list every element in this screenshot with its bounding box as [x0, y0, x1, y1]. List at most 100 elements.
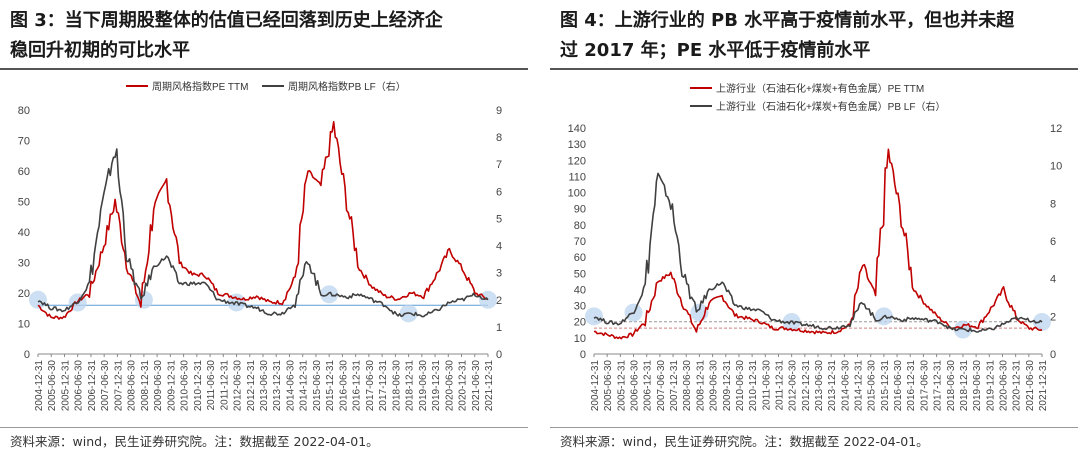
left-x-tick-label: 2013-12-31 [272, 360, 283, 412]
left-y-tick-label: 10 [18, 319, 30, 331]
right-y-tick-label: 50 [574, 268, 586, 280]
left-y-tick-label: 0 [24, 349, 30, 361]
right-x-tick-label: 2016-06-30 [893, 360, 904, 412]
left-y2-tick-label: 5 [496, 213, 502, 225]
right-x-tick-label: 2018-12-31 [959, 360, 970, 412]
right-x-tick-label: 2010-06-30 [735, 360, 746, 412]
left-x-tick-label: 2012-12-31 [246, 360, 257, 412]
left-y2-tick-label: 7 [496, 159, 502, 171]
right-y-tick-label: 60 [574, 252, 586, 264]
right-y-tick-label: 90 [574, 204, 586, 216]
right-y-tick-label: 110 [568, 171, 586, 183]
left-x-tick-label: 2008-12-31 [140, 360, 151, 412]
right-figure-panel: 图 4：上游行业的 PB 水平高于疫情前水平，但也并未超 过 2017 年；PE… [550, 0, 1080, 453]
left-x-tick-label: 2006-06-30 [74, 360, 85, 412]
right-bottom-divider [550, 427, 1078, 428]
right-x-tick-label: 2021-12-31 [1038, 360, 1049, 412]
right-x-tick-label: 2008-06-30 [682, 360, 693, 412]
left-y-tick-label: 40 [18, 227, 30, 239]
right-x-tick-label: 2004-12-31 [590, 360, 601, 412]
left-y2-tick-label: 3 [496, 268, 502, 280]
left-x-tick-label: 2019-12-31 [431, 360, 442, 412]
right-x-tick-label: 2005-06-30 [603, 360, 614, 412]
left-y2-tick-label: 0 [496, 349, 502, 361]
right-x-tick-label: 2020-12-31 [1012, 360, 1023, 412]
right-legend-label: 上游行业（石油石化+煤炭+有色金属）PB LF（右） [716, 100, 945, 113]
left-series-line-pe [37, 121, 489, 320]
right-x-tick-label: 2017-06-30 [919, 360, 930, 412]
left-x-tick-label: 2019-06-30 [418, 360, 429, 412]
right-chart: 0 10 20 30 40 50 60 70 80 90 100 110 120 130 140 0 2 4 6 8 1… [568, 82, 1063, 412]
left-x-tick-label: 2005-06-30 [47, 360, 58, 412]
left-x-tick-label: 2007-06-30 [100, 360, 111, 412]
right-y-tick-label: 40 [574, 284, 586, 296]
left-x-tick-label: 2010-12-31 [193, 360, 204, 412]
right-x-tick-label: 2019-12-31 [985, 360, 996, 412]
right-x-tick-label: 2017-12-31 [933, 360, 944, 412]
left-title-line1: 图 3：当下周期股整体的估值已经回落到历史上经济企 [10, 10, 443, 31]
left-y-tick-label: 20 [18, 288, 30, 300]
left-x-tick-label: 2014-06-30 [285, 360, 296, 412]
right-x-tick-label: 2013-12-31 [827, 360, 838, 412]
left-x-tick-label: 2009-12-31 [166, 360, 177, 412]
right-x-tick-label: 2009-12-31 [722, 360, 733, 412]
right-y2-tick-label: 8 [1050, 198, 1056, 210]
left-x-tick-label: 2008-06-30 [127, 360, 138, 412]
left-y-tick-label: 60 [18, 166, 30, 178]
left-y-tick-label: 50 [18, 197, 30, 209]
right-y-tick-label: 140 [568, 123, 586, 135]
left-x-tick-label: 2012-06-30 [233, 360, 244, 412]
right-x-tick-label: 2005-12-31 [616, 360, 627, 412]
right-x-tick-label: 2015-06-30 [867, 360, 878, 412]
right-x-tick-label: 2012-12-31 [801, 360, 812, 412]
right-figure-title: 图 4：上游行业的 PB 水平高于疫情前水平，但也并未超 过 2017 年；PE… [560, 6, 1075, 66]
left-legend-label: 周期风格指数PE TTM [152, 80, 248, 93]
right-x-tick-label: 2021-06-30 [1025, 360, 1036, 412]
left-x-tick-label: 2018-06-30 [391, 360, 402, 412]
right-y-tick-label: 0 [580, 349, 586, 361]
left-highlight-marker [320, 285, 339, 304]
right-y-tick-label: 120 [568, 155, 586, 167]
left-series-line-pb [37, 148, 489, 318]
left-x-tick-label: 2013-06-30 [259, 360, 270, 412]
left-x-tick-label: 2018-12-31 [405, 360, 416, 412]
right-x-tick-label: 2006-12-31 [643, 360, 654, 412]
right-title-divider [550, 68, 1078, 70]
left-y-tick-label: 30 [18, 258, 30, 270]
left-x-tick-label: 2004-12-31 [34, 360, 45, 412]
right-x-tick-label: 2007-12-31 [669, 360, 680, 412]
right-source-note: 资料来源：wind，民生证券研究院。注：数据截至 2022-04-01。 [560, 434, 929, 449]
left-x-tick-label: 2011-06-30 [206, 360, 217, 411]
right-y2-tick-label: 6 [1050, 236, 1056, 248]
right-x-tick-label: 2012-06-30 [788, 360, 799, 412]
left-x-tick-label: 2009-06-30 [153, 360, 164, 412]
left-legend-label: 周期风格指数PB LF（右） [288, 80, 406, 93]
right-y2-tick-label: 10 [1050, 161, 1062, 173]
left-figure-title: 图 3：当下周期股整体的估值已经回落到历史上经济企 稳回升初期的可比水平 [10, 6, 525, 66]
left-y2-tick-label: 8 [496, 132, 502, 144]
left-x-tick-label: 2014-12-31 [299, 360, 310, 412]
right-x-tick-label: 2013-06-30 [814, 360, 825, 412]
left-source-note: 资料来源：wind，民生证券研究院。注：数据截至 2022-04-01。 [10, 434, 379, 449]
left-x-tick-label: 2017-06-30 [365, 360, 376, 412]
right-x-tick-label: 2014-12-31 [854, 360, 865, 412]
right-x-tick-label: 2018-06-30 [946, 360, 957, 412]
right-series-line-pb [593, 172, 1043, 333]
left-y2-tick-label: 2 [496, 295, 502, 307]
right-x-tick-label: 2007-06-30 [656, 360, 667, 412]
left-title-divider [0, 68, 528, 70]
right-x-tick-label: 2011-06-30 [761, 360, 772, 411]
left-bottom-divider [0, 427, 528, 428]
right-y2-tick-label: 12 [1050, 123, 1062, 135]
right-y-tick-label: 30 [574, 301, 586, 313]
left-x-tick-label: 2021-06-30 [471, 360, 482, 412]
left-x-tick-label: 2015-12-31 [325, 360, 336, 412]
right-y-tick-label: 100 [568, 188, 586, 200]
left-x-tick-label: 2007-12-31 [113, 360, 124, 412]
left-x-tick-label: 2016-12-31 [352, 360, 363, 412]
right-y2-tick-label: 4 [1050, 274, 1056, 286]
left-y2-tick-label: 9 [496, 105, 502, 117]
left-title-line2: 稳回升初期的可比水平 [10, 40, 190, 61]
right-x-tick-label: 2011-12-31 [774, 360, 785, 411]
